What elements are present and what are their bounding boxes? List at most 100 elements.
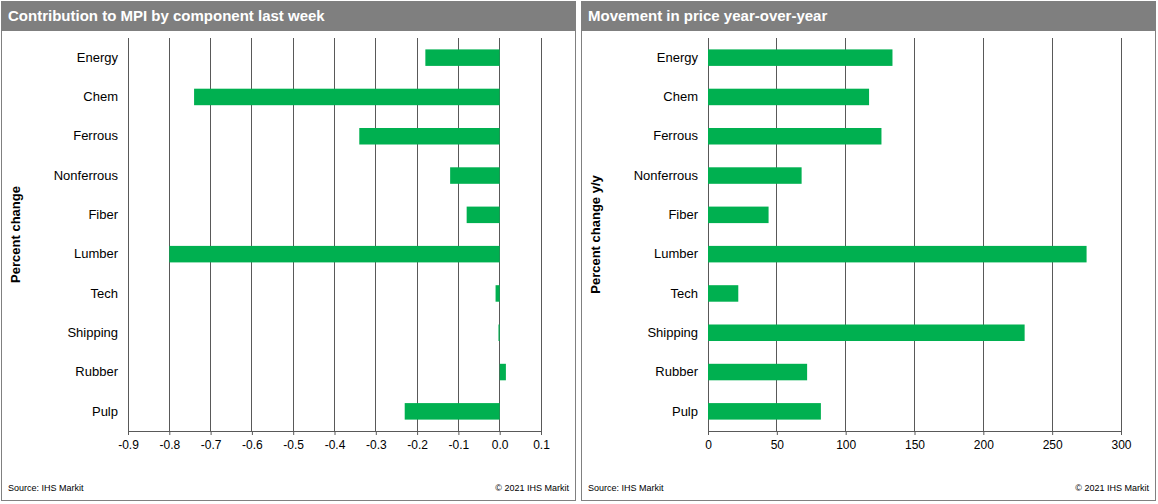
tick-mark: [500, 431, 501, 435]
tick-mark: [1052, 431, 1053, 435]
tick-mark: [376, 431, 377, 435]
tick: 200: [974, 431, 994, 452]
tick: Lumber: [654, 246, 699, 261]
tick-label: Pulp: [672, 404, 698, 419]
tick-label: Fiber: [88, 207, 118, 222]
tick-label: 0.0: [492, 438, 509, 452]
grid: [708, 38, 1121, 431]
tick-label: -0.5: [283, 438, 304, 452]
bar: [169, 246, 499, 263]
source: Source: IHS Markit: [588, 483, 664, 493]
tick-mark: [169, 431, 170, 435]
bar: [500, 364, 506, 381]
tick-label: Tech: [671, 286, 698, 301]
tick: -0.7: [201, 431, 222, 452]
tick-label: -0.6: [242, 438, 263, 452]
tick-label: Rubber: [75, 364, 118, 379]
tick: Chem: [83, 89, 118, 104]
bar: [708, 324, 1025, 341]
axis-line: [709, 432, 1122, 436]
bar: [708, 167, 802, 184]
credit: © 2021 IHS Markit: [1075, 483, 1149, 493]
tick: Ferrous: [73, 128, 118, 143]
tick-label: 200: [974, 438, 994, 452]
credit: © 2021 IHS Markit: [495, 483, 569, 493]
tick: -0.3: [366, 431, 387, 452]
bar: [708, 128, 881, 145]
tick-mark: [541, 431, 542, 435]
bar: [405, 403, 500, 420]
tick: Rubber: [655, 364, 698, 379]
tick: -0.8: [159, 431, 180, 452]
tick: Energy: [657, 50, 699, 65]
tick-mark: [417, 431, 418, 435]
title-bar: [581, 1, 1156, 31]
tick-mark: [983, 431, 984, 435]
bar: [708, 364, 807, 381]
tick-mark: [211, 431, 212, 435]
bar: [708, 246, 1087, 263]
tick: Lumber: [74, 246, 119, 261]
tick: Chem: [663, 89, 698, 104]
x-axis: 050100150200250300: [705, 431, 1132, 452]
tick-label: Ferrous: [73, 128, 118, 143]
tick-label: -0.2: [407, 438, 428, 452]
tick-label: Energy: [657, 50, 699, 65]
tick: 100: [836, 431, 856, 452]
tick: Shipping: [647, 325, 698, 340]
tick: 0: [705, 431, 712, 452]
tick: 250: [1043, 431, 1063, 452]
bar: [708, 285, 738, 302]
tick-label: Fiber: [668, 207, 698, 222]
grid-line: [1121, 38, 1122, 431]
bar: [425, 49, 499, 66]
tick: 0.1: [533, 431, 550, 452]
tick-label: Energy: [77, 50, 119, 65]
tick-label: Lumber: [74, 246, 119, 261]
tick-mark: [777, 431, 778, 435]
tick: -0.9: [118, 431, 139, 452]
tick-mark: [915, 431, 916, 435]
panel-frame: [2, 2, 576, 501]
tick: Ferrous: [653, 128, 698, 143]
tick-label: -0.9: [118, 438, 139, 452]
bar: [450, 167, 500, 184]
tick-label: Nonferrous: [634, 168, 699, 183]
tick-label: Chem: [83, 89, 118, 104]
grid-line: [1052, 38, 1053, 431]
tick: 150: [905, 431, 925, 452]
tick-label: Chem: [663, 89, 698, 104]
tick: Pulp: [92, 404, 118, 419]
canvas: Contribution to MPI by component last we…: [0, 0, 1158, 504]
bar: [708, 49, 892, 66]
grid: [128, 38, 541, 431]
tick-label: -0.7: [201, 438, 222, 452]
grid-line: [128, 38, 129, 431]
grid-line: [541, 38, 542, 431]
tick-label: 100: [836, 438, 856, 452]
tick-label: -0.4: [325, 438, 346, 452]
bar: [708, 207, 769, 224]
grid-line: [169, 38, 170, 431]
axis-title: Percent change y/y: [588, 174, 603, 293]
title: Movement in price year-over-year: [588, 7, 827, 24]
tick-label: Shipping: [647, 325, 698, 340]
tick-label: 150: [905, 438, 925, 452]
panel: Movement in price year-over-year05010015…: [581, 1, 1156, 501]
tick: Pulp: [672, 404, 698, 419]
tick: 300: [1111, 431, 1131, 452]
tick-label: Pulp: [92, 404, 118, 419]
x-axis: -0.9 -0.8 -0.7 -0.6 -0.5 -0.4 -0.3 -0.2 -0.1 0.0 0…: [118, 431, 550, 452]
tick: -0.2: [407, 431, 428, 452]
bar: [194, 89, 500, 106]
tick-label: 0.1: [533, 438, 550, 452]
y-axis: Energy Chem Ferrous Nonferrous Fiber Lumber Te…: [634, 50, 699, 419]
bar: [708, 89, 869, 106]
tick: Fiber: [88, 207, 118, 222]
tick: 0.0: [492, 431, 509, 452]
grid-line: [983, 38, 984, 431]
tick-label: Lumber: [654, 246, 699, 261]
tick-mark: [846, 431, 847, 435]
tick: -0.1: [449, 431, 470, 452]
tick: Energy: [77, 50, 119, 65]
